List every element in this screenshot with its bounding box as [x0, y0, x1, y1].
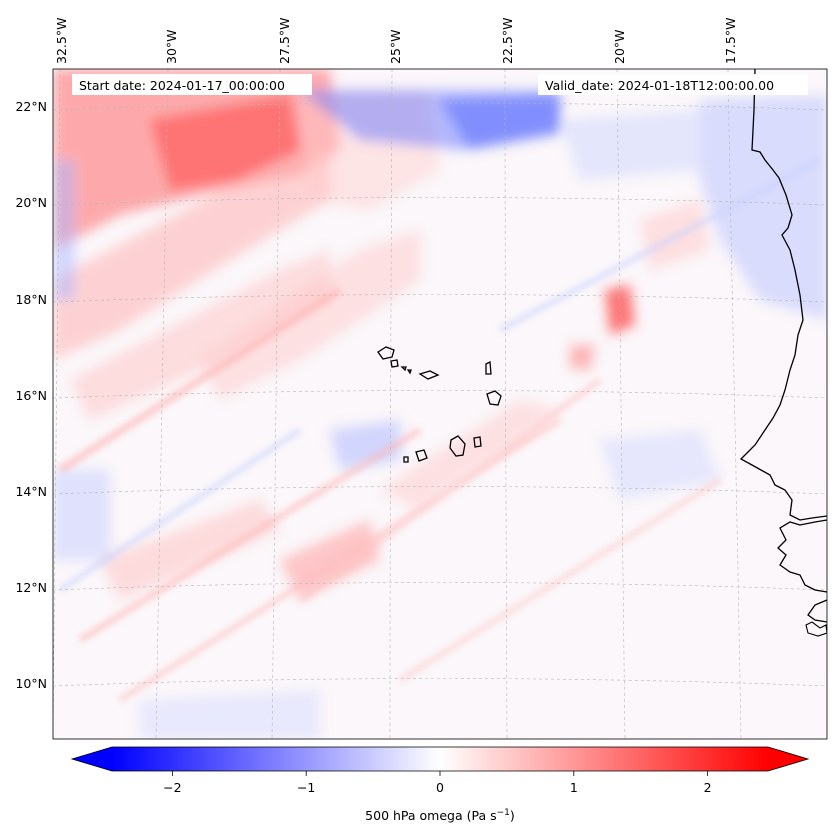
- island: [418, 370, 440, 380]
- gridline: [271, 69, 281, 739]
- island: [449, 435, 466, 457]
- gridline: [504, 69, 508, 739]
- island: [377, 346, 395, 360]
- island: [390, 359, 399, 368]
- omega-streaks: [57, 157, 822, 703]
- colorbar-tick-label: 2: [704, 780, 712, 795]
- longitude-label: 27.5°W: [277, 18, 292, 64]
- map-panel: Start date: 2024-01-17_00:00:00 Valid_da…: [53, 69, 827, 739]
- colorbar-extend-max: [768, 747, 808, 771]
- cape-verde-islands: [377, 346, 502, 463]
- colorbar-tick-label: 1: [570, 780, 578, 795]
- longitude-label: 30°W: [164, 29, 179, 64]
- latitude-label: 22°N: [15, 99, 47, 114]
- omega-positive-region: [380, 400, 560, 510]
- colorbar-outline: [70, 746, 810, 772]
- omega-streak: [498, 157, 822, 333]
- longitude-labels: 32.5°W 30°W 27.5°W 25°W 22.5°W 20°W 17.5…: [54, 18, 738, 64]
- longitude-label: 20°W: [612, 29, 627, 64]
- latitude-label: 18°N: [15, 292, 47, 307]
- map-frame: [52, 68, 828, 740]
- colorbar-units-exponent: −1: [497, 808, 510, 818]
- colorbar-variable: 500 hPa omega: [365, 808, 462, 823]
- longitude-label: 32.5°W: [54, 18, 69, 64]
- island: [473, 436, 482, 448]
- omega-streak: [398, 477, 722, 683]
- island: [406, 369, 412, 375]
- colorbar-tick-label: −2: [163, 780, 181, 795]
- omega-positive-region: [53, 150, 330, 360]
- gridline: [53, 69, 61, 739]
- colorbar-gradient: [112, 747, 768, 771]
- island: [400, 366, 407, 372]
- gridline: [53, 294, 827, 303]
- gridline: [53, 582, 827, 591]
- start-date-label: Start date: 2024-01-17_00:00:00: [79, 78, 285, 93]
- gridline: [727, 69, 742, 739]
- valid-date-box: [538, 74, 808, 95]
- longitude-label: 22.5°W: [500, 18, 515, 64]
- omega-positive-region: [150, 95, 300, 190]
- omega-negative-region: [600, 430, 720, 500]
- island: [486, 390, 502, 406]
- africa-coastline: [777, 519, 827, 593]
- omega-positive-region: [570, 345, 595, 370]
- omega-streak: [78, 427, 422, 643]
- africa-coastline: [739, 69, 827, 521]
- omega-negative-region: [140, 690, 320, 739]
- island: [485, 360, 492, 375]
- latitude-label: 12°N: [15, 580, 47, 595]
- gridline: [389, 69, 393, 739]
- longitude-label: 17.5°W: [723, 18, 738, 64]
- gridline: [53, 197, 827, 206]
- gridline: [53, 390, 827, 399]
- omega-streak: [57, 286, 343, 474]
- valid-date-label: Valid_date: 2024-01-18T12:00:00.00: [545, 78, 774, 93]
- colorbar-ticks: −2 −1 0 1 2: [163, 771, 712, 795]
- colorbar-extend-min: [72, 747, 112, 771]
- latitude-label: 10°N: [15, 676, 47, 691]
- colorbar-tick-label: 0: [436, 780, 444, 795]
- latitude-label: 16°N: [15, 388, 47, 403]
- colorbar-label: 500 hPa omega (Pa s−1): [365, 808, 515, 823]
- omega-positive-region: [200, 230, 420, 400]
- africa-coastline: [805, 621, 827, 637]
- gridline: [53, 678, 827, 687]
- longitude-label: 25°W: [388, 29, 403, 64]
- gridline: [53, 102, 827, 111]
- latitude-labels: 22°N 20°N 18°N 16°N 14°N 12°N 10°N: [15, 99, 47, 691]
- gridline: [616, 69, 626, 739]
- omega-streak: [58, 427, 302, 593]
- colorbar-units: Pa s: [472, 808, 497, 823]
- omega-negative-region: [330, 420, 400, 470]
- start-date-box: [72, 74, 312, 95]
- omega-positive-region: [70, 250, 330, 420]
- africa-coastline: [807, 599, 827, 623]
- omega-negative-region: [560, 110, 700, 180]
- latitude-label: 20°N: [15, 195, 47, 210]
- island: [403, 456, 409, 463]
- omega-streak: [298, 377, 602, 603]
- colorbar-tick-label: −1: [297, 780, 315, 795]
- gridlines: [53, 69, 827, 739]
- gridline: [53, 486, 827, 495]
- island: [415, 449, 428, 462]
- colorbar: −2 −1 0 1 2 500 hPa omega (Pa s−1): [70, 746, 810, 823]
- omega-positive-region: [100, 500, 280, 600]
- omega-negative-region: [700, 95, 827, 320]
- omega-negative-region: [53, 470, 110, 560]
- omega-negative-region: [440, 95, 560, 150]
- omega-negative-region: [53, 160, 75, 300]
- gridline: [155, 69, 169, 739]
- omega-field: [53, 69, 827, 739]
- latitude-label: 14°N: [15, 484, 47, 499]
